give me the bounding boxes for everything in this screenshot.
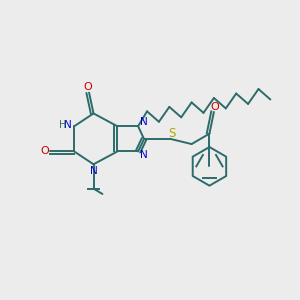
Text: O: O [41,146,50,157]
Text: O: O [83,82,92,92]
Text: S: S [169,127,176,140]
Text: H: H [59,120,67,130]
Text: N: N [64,120,72,130]
Text: N: N [90,166,98,176]
Text: N: N [140,150,148,160]
Text: N: N [140,117,148,128]
Text: O: O [210,102,219,112]
